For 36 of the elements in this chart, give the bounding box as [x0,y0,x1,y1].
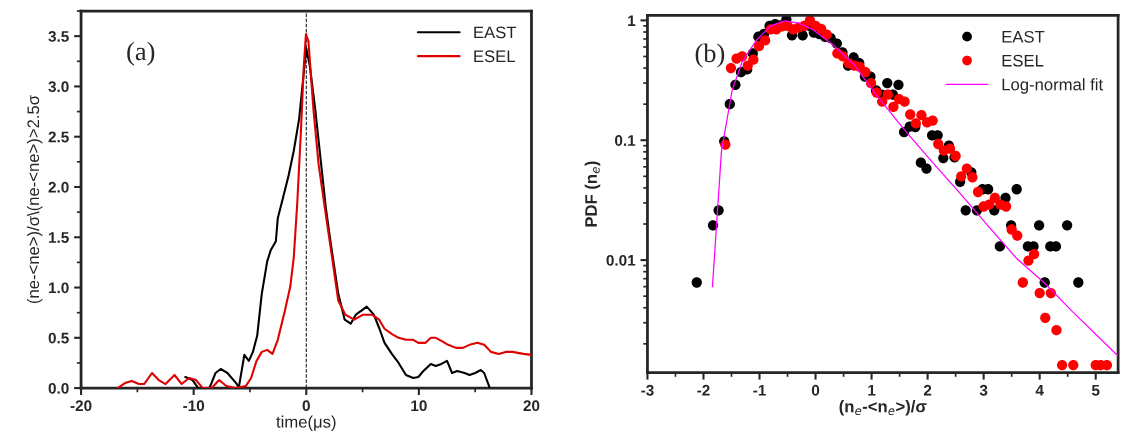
y-tick-label: 0.01 [606,254,636,266]
annotation: (a) [127,41,155,66]
y-tick-label: 0.1 [615,135,636,146]
y-tick-label: 1.5 [48,232,69,243]
annotation: (b) [695,43,725,68]
y-tick-label: 1 [628,15,636,26]
x-tick-label: 4 [1035,385,1044,396]
x-tick-label: 3 [979,384,988,396]
y-tick-label: 3.0 [48,81,69,93]
legend-label: Log-normal fit [1002,78,1103,94]
x-tick-label: -20 [70,400,92,412]
x-tick-label: 5 [1091,385,1100,396]
x-tick-label: 1 [868,385,876,396]
x-tick-label: -2 [697,384,710,396]
x-tick-label: -3 [641,384,654,396]
x-tick-label: 10 [411,400,427,412]
legend-label: EAST [474,26,517,39]
x-axis-title: (n$_{e}$-<n$_{e}$>)/σ [839,400,927,416]
x-axis-title: time(μs) [276,415,336,432]
y-tick-label: 0.0 [48,382,69,394]
x-tick-label: 20 [523,400,540,412]
x-tick-label: -10 [183,400,205,412]
y-tick-label: 2.0 [48,181,69,193]
y-axis-title: PDF (n$_{e}$) [584,161,601,227]
y-tick-label: 1.0 [48,282,69,294]
x-tick-label: 0 [811,384,820,396]
y-axis-title: (ne-<ne>)/σ\(ne-<ne>)>2.5σ [26,95,43,304]
legend-label: ESEL [474,50,516,63]
y-tick-label: 3.5 [48,31,69,42]
legend-label: EAST [1002,30,1045,43]
legend-label: ESEL [1002,54,1044,67]
x-tick-label: 0 [302,400,310,412]
y-tick-label: 0.5 [48,332,69,344]
y-tick-label: 2.5 [48,131,69,143]
x-tick-label: -1 [753,385,766,396]
x-tick-label: 2 [923,384,932,396]
